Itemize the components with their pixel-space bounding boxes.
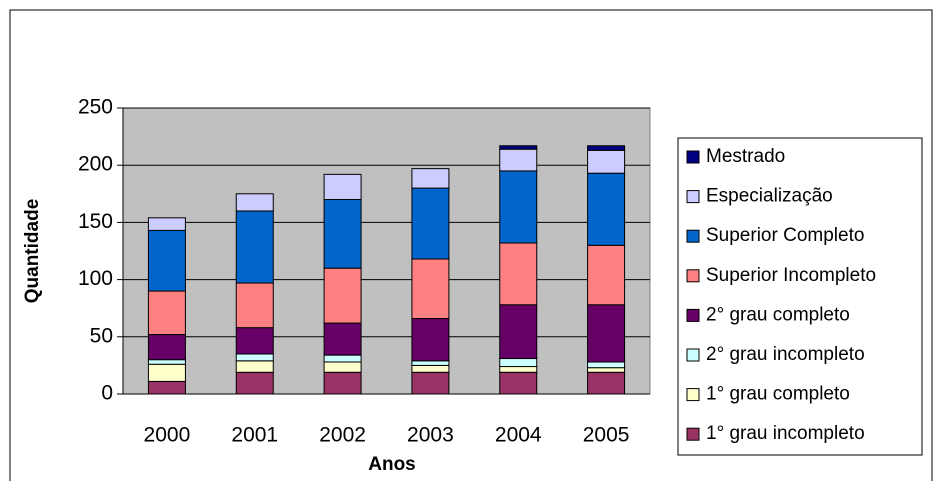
x-tick-label: 2001	[231, 424, 278, 447]
bar-segment	[323, 361, 362, 373]
bar-segment	[323, 199, 362, 269]
bar-segment	[323, 354, 362, 363]
bar-segment	[499, 371, 538, 395]
y-axis-label: Quantidade	[22, 199, 43, 304]
y-tick-label: 0	[101, 382, 113, 405]
bar-segment	[147, 217, 186, 231]
legend-swatch	[686, 269, 700, 283]
bar-segment	[587, 371, 626, 395]
bar-segment	[499, 358, 538, 368]
bar-segment	[587, 145, 626, 151]
bar-segment	[235, 210, 274, 284]
bar-segment	[499, 148, 538, 172]
bar-segment	[587, 304, 626, 363]
bar-segment	[235, 327, 274, 355]
y-tick-label: 250	[78, 96, 113, 119]
bar-segment	[235, 360, 274, 373]
bar-segment	[323, 371, 362, 395]
bar-segment	[411, 364, 450, 373]
legend-swatch	[686, 150, 700, 164]
y-tick-label: 50	[90, 324, 113, 347]
bar-segment	[587, 244, 626, 306]
bar-segment	[587, 361, 626, 369]
legend-label: Superior Incompleto	[706, 265, 876, 286]
bar-segment	[323, 322, 362, 356]
bar-segment	[147, 334, 186, 361]
legend-swatch	[686, 308, 700, 322]
bar-segment	[499, 366, 538, 373]
plot-area	[122, 107, 651, 395]
legend-box	[677, 137, 923, 456]
x-tick-label: 2005	[583, 424, 630, 447]
y-tick-label: 200	[78, 153, 113, 176]
legend-label: 1° grau incompleto	[706, 423, 865, 444]
bar-segment	[235, 371, 274, 395]
legend-label: 2° grau incompleto	[706, 344, 865, 365]
bar-segment	[499, 304, 538, 360]
x-tick-label: 2003	[407, 424, 454, 447]
legend-swatch	[686, 427, 700, 441]
bar-segment	[587, 149, 626, 174]
legend-label: Mestrado	[706, 146, 785, 167]
bar-segment	[411, 187, 450, 260]
bar-segment	[587, 367, 626, 373]
bar-segment	[499, 145, 538, 150]
x-tick-label: 2004	[495, 424, 542, 447]
bar-segment	[235, 193, 274, 212]
legend-swatch	[686, 388, 700, 402]
legend-label: 1° grau completo	[706, 384, 850, 405]
legend-label: 2° grau completo	[706, 304, 850, 325]
legend-label: Especialização	[706, 186, 833, 207]
bar-segment	[147, 380, 186, 395]
bar-segment	[147, 290, 186, 336]
x-tick-label: 2002	[319, 424, 366, 447]
bar-segment	[147, 229, 186, 292]
y-tick-label: 150	[78, 210, 113, 233]
x-tick-label: 2000	[144, 424, 191, 447]
x-axis-label: Anos	[368, 454, 416, 475]
bar-segment	[499, 242, 538, 306]
bar-segment	[499, 170, 538, 244]
legend-swatch	[686, 190, 700, 204]
legend-swatch	[686, 229, 700, 243]
bar-segment	[235, 282, 274, 329]
bar-segment	[235, 353, 274, 362]
bar-segment	[587, 172, 626, 246]
bar-segment	[411, 317, 450, 362]
legend-swatch	[686, 348, 700, 362]
bar-segment	[323, 267, 362, 324]
bar-segment	[411, 258, 450, 319]
bar-segment	[147, 363, 186, 382]
bar-segment	[323, 173, 362, 201]
bar-segment	[411, 168, 450, 189]
bar-segment	[411, 360, 450, 366]
legend-label: Superior Completo	[706, 225, 864, 246]
bar-segment	[411, 371, 450, 395]
y-tick-label: 100	[78, 267, 113, 290]
bar-segment	[147, 359, 186, 365]
